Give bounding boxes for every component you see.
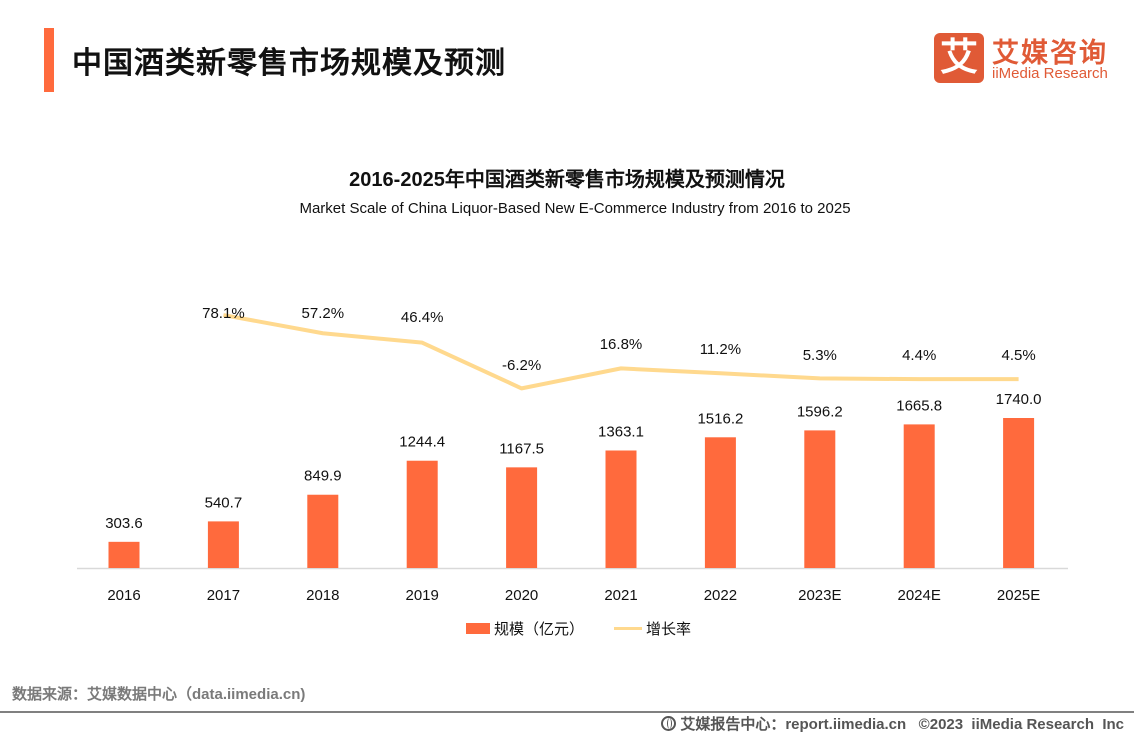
- legend-line-swatch: [614, 627, 643, 630]
- x-tick-label: 2023E: [798, 587, 841, 604]
- legend-item-scale: 规模（亿元）: [466, 618, 584, 639]
- growth-rate-label: 78.1%: [202, 305, 245, 322]
- bar-value-label: 1516.2: [697, 410, 743, 427]
- x-tick-label: 2018: [306, 587, 339, 604]
- bar-value-label: 1596.2: [797, 403, 843, 420]
- x-tick-label: 2022: [704, 587, 737, 604]
- bar-2018: [307, 494, 339, 568]
- logo-name-en: iiMedia Research: [992, 65, 1108, 82]
- x-tick-label: 2024E: [898, 587, 941, 604]
- bar-value-label: 303.6: [105, 515, 143, 532]
- logo-name-cn: 艾媒咨询: [992, 38, 1108, 68]
- growth-rate-label: -6.2%: [502, 357, 541, 374]
- x-tick-label: 2020: [505, 587, 538, 604]
- bar-2017: [207, 521, 239, 568]
- growth-rate-label: 46.4%: [401, 309, 444, 326]
- growth-rate-label: 4.4%: [902, 347, 936, 364]
- bar-2019: [406, 460, 438, 568]
- legend-line-label: 增长率: [646, 621, 692, 638]
- globe-icon: [661, 716, 677, 731]
- bar-2025E: [1003, 418, 1035, 568]
- growth-rate-label: 4.5%: [1001, 347, 1035, 364]
- title-accent-bar: [44, 28, 54, 92]
- growth-rate-label: 11.2%: [700, 341, 741, 358]
- growth-rate-label: 57.2%: [302, 305, 345, 322]
- footer-divider: [0, 711, 1134, 713]
- chart-subtitle: Market Scale of China Liquor-Based New E…: [299, 200, 851, 217]
- bar-2022: [704, 437, 736, 568]
- x-tick-label: 2025E: [997, 587, 1040, 604]
- bar-value-label: 1363.1: [598, 423, 644, 440]
- bar-2023E: [804, 430, 836, 568]
- growth-rate-label: 5.3%: [803, 347, 837, 364]
- chart-title: 2016-2025年中国酒类新零售市场规模及预测情况: [349, 169, 785, 191]
- footer: 艾媒报告中心：report.iimedia.cn ©2023 iiMedia R…: [661, 713, 1124, 734]
- growth-rate-line: [223, 313, 1019, 391]
- bar-2016: [108, 541, 140, 568]
- iimedia-logo: 艾 艾媒咨询 iiMedia Research: [934, 33, 1114, 83]
- bar-2024E: [903, 424, 935, 568]
- x-tick-label: 2017: [207, 587, 240, 604]
- bar-value-label: 1740.0: [996, 391, 1042, 408]
- x-tick-label: 2021: [604, 587, 637, 604]
- bar-value-label: 1244.4: [399, 434, 445, 451]
- bar-value-label: 849.9: [304, 468, 342, 485]
- footer-text: 艾媒报告中心：report.iimedia.cn ©2023 iiMedia R…: [680, 716, 1124, 733]
- chart-legend: 规模（亿元） 增长率: [466, 618, 721, 639]
- legend-bar-label: 规模（亿元）: [494, 621, 585, 638]
- legend-bar-swatch: [466, 623, 490, 634]
- bar-value-label: 1665.8: [896, 397, 942, 414]
- bar-2020: [506, 467, 538, 568]
- data-source-note: 数据来源：艾媒数据中心（data.iimedia.cn): [12, 686, 306, 703]
- legend-item-growth: 增长率: [614, 618, 691, 639]
- x-tick-label: 2019: [406, 587, 439, 604]
- bar-2021: [605, 450, 637, 568]
- growth-rate-label: 16.8%: [600, 336, 643, 353]
- page-title: 中国酒类新零售市场规模及预测: [72, 47, 506, 80]
- x-tick-label: 2016: [107, 587, 140, 604]
- bar-value-label: 1167.5: [499, 440, 544, 457]
- logo-mark-icon: 艾: [934, 33, 984, 83]
- bar-value-label: 540.7: [205, 494, 243, 511]
